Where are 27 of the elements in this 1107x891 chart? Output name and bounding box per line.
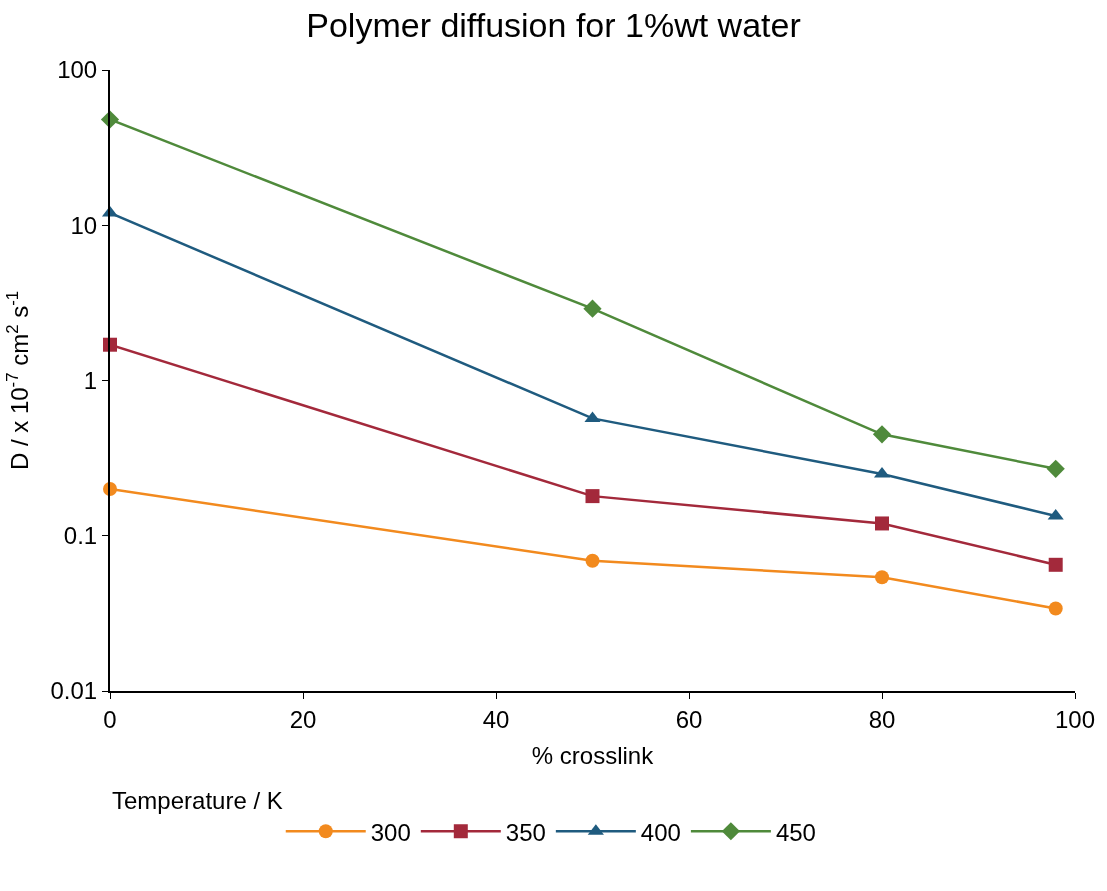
- x-tick-label: 80: [868, 705, 896, 733]
- point: [875, 516, 889, 531]
- legend-label: 400: [640, 818, 681, 846]
- point: [1048, 557, 1063, 572]
- y-tick-label: 0.01: [50, 677, 98, 705]
- point: [1046, 459, 1065, 478]
- x-tick-label: 100: [1054, 705, 1096, 733]
- point: [1048, 601, 1063, 616]
- point: [583, 299, 602, 318]
- point: [872, 425, 892, 444]
- y-tick-label: 0.1: [63, 522, 98, 550]
- point: [585, 489, 600, 504]
- x-tick-label: 20: [289, 705, 317, 733]
- legend-label: 300: [370, 818, 411, 846]
- y-tick-label: 100: [57, 56, 98, 84]
- point: [875, 570, 889, 585]
- legend-label: 350: [505, 818, 546, 846]
- y-tick-label: 10: [70, 211, 98, 239]
- chart-title: Polymer diffusion for 1%wt water: [306, 6, 801, 45]
- legend-label: 450: [775, 818, 816, 846]
- x-axis-title: % crosslink: [531, 741, 655, 769]
- x-tick-label: 40: [482, 705, 510, 733]
- x-tick-label: 60: [675, 705, 703, 733]
- x-tick-label: 0: [103, 705, 117, 733]
- y-tick-label: 1: [83, 366, 98, 394]
- legend-title: Temperature / K: [112, 787, 283, 815]
- point: [585, 553, 600, 568]
